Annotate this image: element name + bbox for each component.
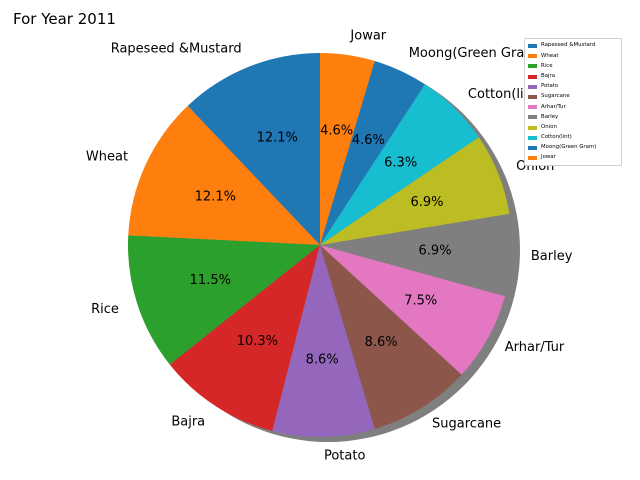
slice-jowar [320, 53, 375, 245]
slice-rice [128, 235, 320, 365]
slice-rapeseed-mustard [187, 53, 320, 245]
legend-item-sugarcane: Sugarcane [528, 92, 618, 102]
legend-label: Sugarcane [541, 93, 570, 100]
percent-label-potato: 8.6% [306, 353, 339, 368]
legend-item-bajra: Bajra [528, 72, 618, 82]
category-label-wheat: Wheat [86, 149, 128, 164]
legend-item-onion: Onion [528, 123, 618, 133]
legend-item-potato: Potato [528, 82, 618, 92]
percent-label-jowar: 4.6% [320, 124, 353, 139]
slice-arhar-tur [320, 245, 506, 375]
legend-item-moong-green-gram: Moong(Green Gram) [528, 143, 618, 153]
legend-swatch [528, 105, 537, 110]
percent-label-barley: 6.9% [419, 244, 452, 259]
percent-label-sugarcane: 8.6% [365, 335, 398, 350]
chart-title: For Year 2011 [13, 10, 116, 28]
percent-label-rapeseed-mustard: 12.1% [257, 131, 298, 146]
category-label-potato: Potato [324, 449, 365, 464]
legend-label: Cotton(lint) [541, 134, 572, 141]
category-label-jowar: Jowar [349, 29, 386, 44]
legend-label: Bajra [541, 72, 556, 79]
category-label-cotton-lint: Cotton(lint) [468, 87, 542, 102]
percent-label-cotton-lint: 6.3% [384, 155, 417, 170]
legend-label: Moong(Green Gram) [541, 144, 597, 151]
legend: Rapeseed &Mustard Wheat Rice Bajra Potato Sug… [524, 38, 622, 167]
legend-label: Arhar/Tur [541, 103, 566, 110]
legend-label: Rapeseed &Mustard [541, 42, 596, 49]
legend-item-barley: Barley [528, 112, 618, 122]
legend-swatch [528, 95, 537, 100]
category-label-sugarcane: Sugarcane [432, 417, 501, 432]
legend-item-jowar: Jowar [528, 153, 618, 163]
legend-swatch [528, 84, 537, 89]
percent-label-wheat: 12.1% [195, 189, 236, 204]
percent-label-rice: 11.5% [190, 273, 231, 288]
slice-potato [272, 245, 375, 437]
legend-item-wheat: Wheat [528, 51, 618, 61]
legend-item-arhar-tur: Arhar/Tur [528, 102, 618, 112]
category-label-rice: Rice [91, 302, 119, 317]
percent-label-bajra: 10.3% [237, 334, 278, 349]
slice-bajra [169, 245, 320, 431]
legend-swatch [528, 135, 537, 140]
category-label-moong-green-gram: Moong(Green Gram) [409, 46, 542, 61]
legend-label: Wheat [541, 52, 559, 59]
legend-swatch [528, 54, 537, 59]
legend-swatch [528, 145, 537, 150]
legend-swatch [528, 125, 537, 130]
legend-label: Onion [541, 123, 557, 130]
category-label-bajra: Bajra [171, 415, 205, 430]
slice-sugarcane [320, 245, 462, 430]
category-labels: Rapeseed &Mustard Wheat Rice Bajra Potato Sug… [86, 29, 573, 464]
legend-swatch [528, 156, 537, 161]
legend-label: Jowar [541, 154, 556, 161]
percent-label-arhar-tur: 7.5% [404, 293, 437, 308]
legend-item-rice: Rice [528, 61, 618, 71]
category-label-rapeseed-mustard: Rapeseed &Mustard [111, 41, 242, 56]
category-label-arhar-tur: Arhar/Tur [505, 340, 565, 355]
legend-item-cotton-lint: Cotton(lint) [528, 133, 618, 143]
slice-wheat [128, 105, 320, 245]
percent-label-moong-green-gram: 4.6% [352, 133, 385, 148]
percent-label-onion: 6.9% [410, 195, 443, 210]
legend-swatch [528, 44, 537, 49]
category-label-barley: Barley [531, 249, 573, 264]
slice-moong-green-gram [320, 60, 425, 245]
percent-labels: 12.1% 12.1% 11.5% 10.3% 8.6% 8.6% 7.5% 6.9% 6.9%… [190, 124, 452, 368]
slice-onion [320, 137, 510, 245]
legend-label: Barley [541, 113, 559, 120]
legend-swatch [528, 74, 537, 79]
slice-barley [320, 213, 512, 297]
legend-swatch [528, 115, 537, 120]
legend-swatch [528, 64, 537, 69]
slice-cotton-lint [320, 84, 479, 246]
legend-label: Rice [541, 62, 553, 69]
legend-label: Potato [541, 83, 559, 90]
legend-item-rapeseed-mustard: Rapeseed &Mustard [528, 41, 618, 51]
pie-slices [128, 53, 512, 437]
